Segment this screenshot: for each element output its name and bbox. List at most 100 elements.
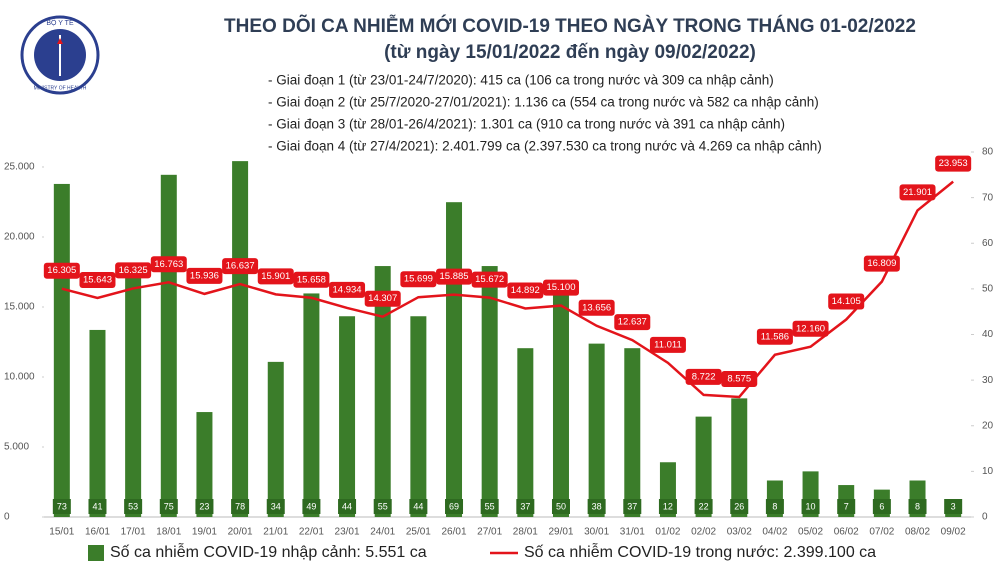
value-label: 15.699	[404, 274, 433, 285]
x-tick-label: 30/01	[584, 527, 609, 538]
bar	[410, 316, 427, 517]
value-label: 13.656	[582, 302, 611, 313]
bar-label-bg	[801, 499, 820, 514]
x-tick-label: 01/02	[655, 527, 680, 538]
bar-label-bg	[516, 499, 535, 514]
value-label-bg	[329, 281, 366, 298]
bar	[731, 398, 748, 517]
value-label-bg	[257, 268, 294, 285]
logo: BỘ Y TẾ MINISTRY OF HEALTH	[20, 15, 100, 95]
value-label: 16.809	[867, 258, 896, 269]
value-label-bg	[614, 314, 651, 331]
value-label-bg	[400, 271, 437, 288]
logo-star	[57, 38, 63, 44]
legend-swatch	[88, 545, 104, 561]
value-label-bg	[186, 267, 223, 284]
bar-label-bg	[445, 499, 464, 514]
value-label: 15.885	[439, 271, 468, 282]
y2-tick-label: 70	[982, 192, 994, 203]
bar	[232, 161, 249, 517]
value-label: 16.305	[47, 265, 76, 276]
chart-subtitle: (từ ngày 15/01/2022 đến ngày 09/02/2022)	[384, 42, 756, 63]
bar-label: 73	[57, 501, 67, 511]
bar	[517, 348, 534, 517]
x-tick-label: 26/01	[442, 527, 467, 538]
bar-label-bg	[159, 499, 178, 514]
value-label: 8.575	[727, 373, 751, 384]
value-label-bg	[828, 293, 865, 310]
value-label: 15.936	[190, 270, 219, 281]
bar-label-bg	[88, 499, 107, 514]
value-label: 15.100	[546, 282, 575, 293]
bar-label-bg	[658, 499, 677, 514]
bar-label: 78	[235, 501, 245, 511]
annotation: - Giai đoạn 1 (từ 23/01-24/7/2020): 415 …	[268, 73, 774, 88]
y-tick-label: 10.000	[4, 372, 35, 383]
x-tick-label: 24/01	[370, 527, 395, 538]
value-label: 12.637	[618, 317, 647, 328]
value-label-bg	[792, 320, 829, 337]
value-label: 11.011	[654, 339, 682, 350]
x-tick-label: 23/01	[335, 527, 360, 538]
bar	[267, 361, 284, 517]
value-label: 15.643	[83, 275, 112, 286]
legend-label: Số ca nhiễm COVID-19 nhập cảnh: 5.551 ca	[110, 542, 427, 561]
bar-label-bg	[124, 499, 143, 514]
bar-label: 10	[806, 501, 816, 511]
bar	[125, 275, 142, 517]
x-tick-label: 16/01	[85, 527, 110, 538]
x-tick-label: 06/02	[834, 527, 859, 538]
x-tick-label: 28/01	[513, 527, 538, 538]
x-tick-label: 07/02	[869, 527, 894, 538]
bar-label-bg	[52, 499, 71, 514]
value-label: 8.722	[692, 371, 716, 382]
x-tick-label: 03/02	[727, 527, 752, 538]
bar	[89, 329, 106, 517]
annotation: - Giai đoạn 4 (từ 27/4/2021): 2.401.799 …	[268, 139, 822, 154]
bar-label: 44	[413, 501, 423, 511]
value-label-bg	[649, 336, 686, 353]
bar	[695, 416, 712, 517]
y2-tick-label: 60	[982, 238, 994, 249]
value-label: 15.658	[297, 274, 326, 285]
value-label-bg	[863, 255, 900, 272]
bar-label: 22	[699, 501, 709, 511]
y2-tick-label: 80	[982, 147, 994, 158]
bar-label-bg	[587, 499, 606, 514]
bar-label: 53	[128, 501, 138, 511]
bar-label-bg	[231, 499, 250, 514]
x-tick-label: 21/01	[263, 527, 288, 538]
value-label-bg	[222, 258, 259, 275]
bar-label-bg	[409, 499, 428, 514]
bar	[588, 343, 605, 517]
bar-label: 41	[92, 501, 102, 511]
bar-label: 50	[556, 501, 566, 511]
logo-text: MINISTRY OF HEALTH	[34, 85, 87, 91]
x-tick-label: 31/01	[620, 527, 645, 538]
x-tick-label: 18/01	[156, 527, 181, 538]
value-label-bg	[115, 262, 152, 279]
bar-label-bg	[266, 499, 285, 514]
logo-text: BỘ Y TẾ	[46, 17, 74, 27]
bar-label-bg	[872, 499, 891, 514]
value-label: 11.586	[761, 331, 789, 342]
x-tick-label: 25/01	[406, 527, 431, 538]
value-label: 14.307	[368, 293, 397, 304]
bar-label: 8	[772, 501, 777, 511]
legend-label: Số ca nhiễm COVID-19 trong nước: 2.399.1…	[524, 542, 876, 561]
bar-label-bg	[944, 499, 963, 514]
x-tick-label: 17/01	[121, 527, 146, 538]
x-tick-label: 09/02	[941, 527, 966, 538]
bar	[53, 183, 70, 517]
y2-tick-label: 40	[982, 329, 994, 340]
value-label-bg	[756, 328, 793, 345]
bar-label: 7	[844, 501, 849, 511]
bar-label: 8	[915, 501, 920, 511]
value-label: 16.325	[119, 265, 148, 276]
bar-label: 49	[306, 501, 316, 511]
bar-label: 38	[592, 501, 602, 511]
y2-tick-label: 30	[982, 375, 994, 386]
bar-label: 37	[520, 501, 530, 511]
value-label: 12.160	[796, 323, 825, 334]
